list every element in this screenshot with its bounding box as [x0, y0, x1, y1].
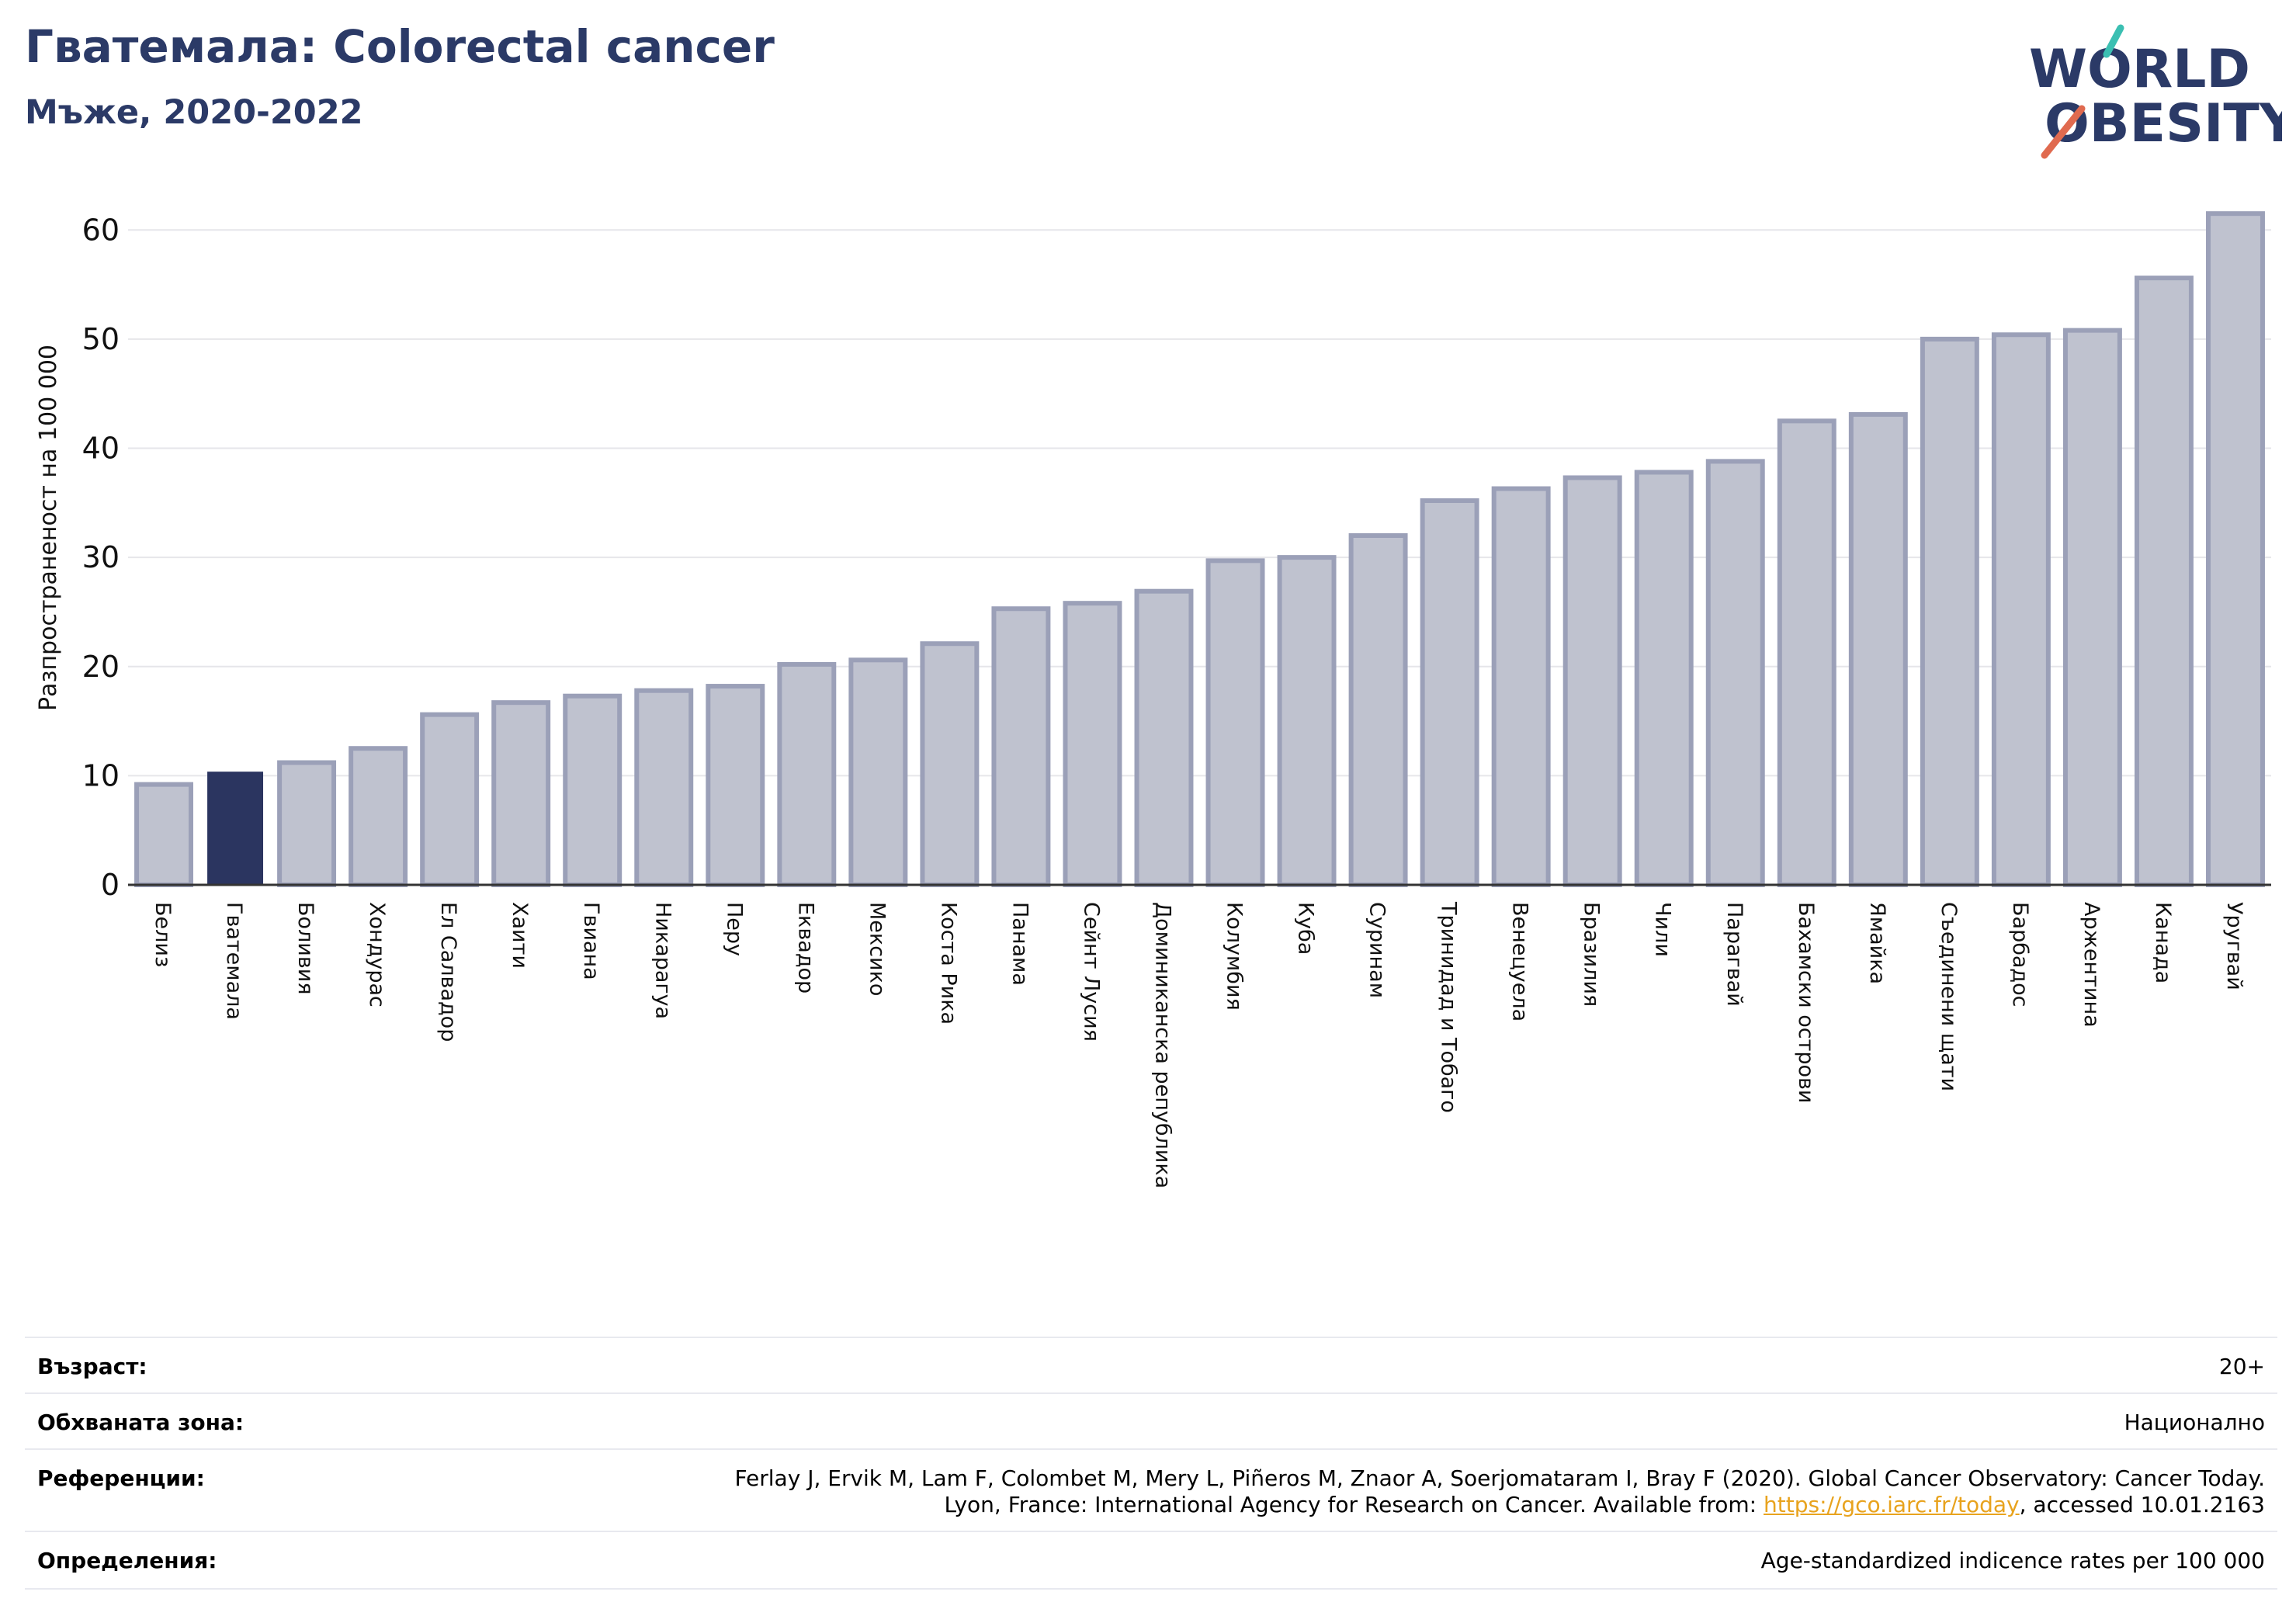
x-tick-label: Коста Рика — [936, 902, 960, 1025]
bar — [920, 641, 980, 887]
page-title: Гватемала: Colorectal cancer — [25, 20, 775, 73]
bar — [1562, 475, 1622, 887]
bar — [991, 606, 1051, 887]
bar — [634, 688, 694, 887]
x-tick-label: Белиз — [151, 902, 175, 967]
x-tick-label: Аржентина — [2079, 902, 2104, 1028]
y-tick-label: 10 — [82, 758, 120, 792]
x-tick-label: Колумбия — [1223, 902, 1247, 1011]
bar — [1920, 336, 1979, 887]
x-tick-label: Ямайка — [1865, 902, 1889, 984]
y-tick-label: 30 — [82, 540, 120, 574]
x-tick-label: Ел Салвадор — [436, 902, 460, 1042]
references-link[interactable]: https://gco.iarc.fr/today — [1764, 1492, 2020, 1517]
bar — [706, 684, 765, 887]
y-tick-label: 50 — [82, 322, 120, 356]
y-tick-label: 40 — [82, 432, 120, 466]
bar — [1063, 601, 1122, 887]
definitions-value: Age-standardized indicence rates per 100… — [1760, 1548, 2265, 1573]
references-accessed: , accessed 10.01.2163 — [2019, 1492, 2265, 1517]
bar — [1491, 486, 1551, 887]
bar — [134, 782, 193, 887]
x-tick-label: Гватемала — [222, 902, 246, 1020]
references-line1: Ferlay J, Ervik M, Lam F, Colombet M, Me… — [734, 1465, 2265, 1491]
bar — [277, 760, 337, 887]
bar — [777, 661, 837, 887]
y-tick-label: 60 — [82, 213, 120, 247]
bar — [349, 746, 408, 887]
bar — [1277, 555, 1337, 887]
age-value: 20+ — [2218, 1354, 2265, 1379]
references-label: Референции: — [37, 1465, 205, 1491]
info-row-references: Референции: Ferlay J, Ervik M, Lam F, Co… — [25, 1448, 2277, 1532]
area-value: Национално — [2124, 1410, 2265, 1435]
x-tick-label: Канада — [2151, 902, 2175, 983]
area-label: Обхваната зона: — [37, 1410, 245, 1435]
logo-slash-top — [2103, 24, 2124, 58]
x-tick-label: Мексико — [865, 902, 889, 996]
page-subtitle: Мъже, 2020-2022 — [25, 93, 363, 132]
bar — [1848, 411, 1908, 887]
y-tick-labels: 0 10 20 30 40 50 60 — [82, 213, 120, 902]
bar — [2206, 211, 2265, 887]
logo-line2: OBESITY — [2045, 93, 2282, 154]
x-tick-label: Барбадос — [2008, 902, 2032, 1007]
x-tick-label: Съединени щати — [1937, 902, 1961, 1091]
bar — [207, 772, 264, 886]
bar — [2134, 276, 2194, 887]
y-tick-label: 0 — [101, 868, 120, 902]
bar — [491, 700, 551, 887]
x-tick-label: Суринам — [1365, 902, 1389, 998]
bar — [1348, 533, 1408, 887]
bar — [1205, 558, 1265, 887]
info-row-definitions: Определения: Age-standardized indicence … — [25, 1531, 2277, 1590]
x-tick-label: Перу — [722, 902, 746, 956]
y-tick-label: 20 — [82, 650, 120, 684]
x-tick-label: Сейнт Лусия — [1079, 902, 1103, 1042]
bar — [1634, 470, 1694, 887]
bar — [1991, 332, 2051, 887]
bar — [1777, 418, 1836, 887]
x-tick-label: Никарагуа — [650, 902, 675, 1019]
x-tick-label: Куба — [1294, 902, 1318, 955]
x-tick-label: Доминиканска република — [1150, 902, 1174, 1188]
x-tick-label: Тринидад и Тобаго — [1437, 901, 1461, 1113]
x-tick-label: Уругвай — [2222, 902, 2246, 990]
x-tick-labels: Белиз Гватемала Боливия Хондурас Ел Салвадор… — [151, 901, 2246, 1188]
info-row-area: Обхваната зона: Национално — [25, 1392, 2277, 1450]
age-label: Възраст: — [37, 1354, 147, 1379]
y-axis-label: Разпространеност на 100 000 — [35, 345, 62, 711]
bar — [848, 657, 908, 887]
logo-slash-bottom — [2041, 105, 2086, 159]
x-tick-label: Бразилия — [1580, 902, 1604, 1007]
references-line2: Lyon, France: International Agency for R… — [944, 1492, 2265, 1517]
x-tick-label: Чили — [1651, 902, 1675, 957]
logo-line1: WORLD — [2029, 39, 2250, 100]
x-tick-label: Панама — [1008, 902, 1032, 986]
grid-lines — [128, 229, 2271, 777]
bar-chart: 0 10 20 30 40 50 60 Белиз Гватемала Боливия Хонду… — [35, 211, 2271, 1188]
x-tick-label: Боливия — [293, 902, 317, 995]
definitions-label: Определения: — [37, 1548, 217, 1573]
bar — [563, 693, 623, 887]
x-tick-label: Парагвай — [1722, 902, 1746, 1007]
info-row-age: Възраст: 20+ — [25, 1337, 2277, 1394]
x-tick-label: Бахамски острови — [1794, 902, 1818, 1103]
bar — [420, 712, 480, 887]
world-obesity-logo: WORLD OBESITY — [2029, 24, 2282, 159]
bar — [2062, 328, 2122, 887]
bar — [1705, 459, 1765, 887]
bars — [134, 211, 2265, 887]
x-tick-label: Хаити — [508, 902, 532, 969]
bar — [1420, 498, 1479, 887]
x-tick-label: Гвиана — [579, 902, 603, 980]
x-tick-label: Хондурас — [365, 902, 389, 1007]
references-line2-text: Lyon, France: International Agency for R… — [944, 1492, 1764, 1517]
bar — [1134, 588, 1194, 887]
x-tick-label: Еквадор — [793, 902, 817, 994]
x-tick-label: Венецуела — [1508, 902, 1532, 1021]
